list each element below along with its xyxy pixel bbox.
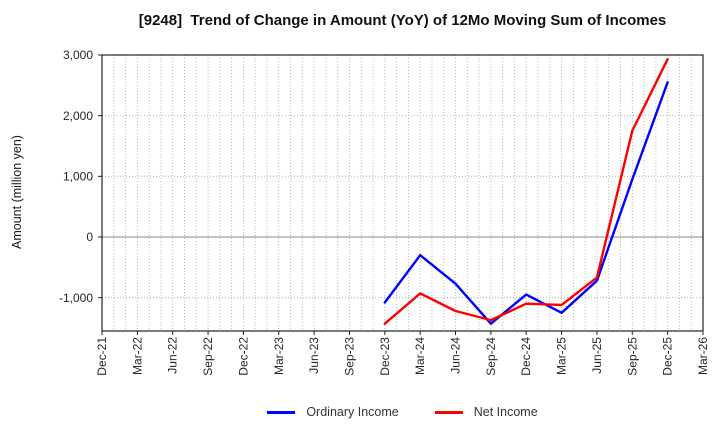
x-tick-label: Mar-25 (555, 337, 569, 375)
net-income-line-swatch-icon (434, 410, 463, 414)
net-income-line (383, 58, 669, 325)
x-tick-label: Mar-24 (413, 337, 427, 375)
x-tick-label: Sep-25 (625, 337, 639, 376)
x-tick-label: Sep-23 (342, 337, 356, 376)
x-tick-label: Dec-23 (378, 337, 392, 376)
x-tick-label: Sep-24 (484, 337, 498, 376)
legend-label-net-income: Net Income (473, 405, 538, 419)
plot-frame (101, 54, 704, 332)
y-tick-label: 1,000 (63, 170, 93, 184)
chart-title: [9248] Trend of Change in Amount (YoY) o… (138, 12, 667, 29)
x-tick-label: Sep-22 (201, 337, 215, 376)
x-tick-label: Dec-21 (95, 337, 109, 376)
x-tick-label: Jun-22 (166, 337, 180, 374)
y-tick-label: 0 (86, 230, 93, 244)
x-tick-label: Dec-22 (236, 337, 250, 376)
legend-item-ordinary-income: Ordinary Income (267, 405, 399, 419)
x-tick-label: Jun-23 (307, 337, 321, 374)
x-tick-label: Mar-23 (272, 337, 286, 375)
x-tick-label: Jun-25 (590, 337, 604, 374)
y-tick-label: -1,000 (59, 291, 93, 305)
ordinary-income-line-swatch-icon (267, 410, 296, 414)
y-tick-label: 2,000 (63, 109, 93, 123)
x-tick-label: Dec-24 (519, 337, 533, 376)
legend-item-net-income: Net Income (434, 405, 538, 419)
legend-label-ordinary-income: Ordinary Income (306, 405, 399, 419)
y-tick-label: 3,000 (63, 48, 93, 62)
x-tick-label: Mar-22 (130, 337, 144, 375)
x-tick-label: Jun-24 (449, 337, 463, 374)
x-tick-label: Mar-26 (696, 337, 710, 375)
ordinary-income-line (383, 81, 669, 325)
legend: Ordinary Income Net Income (102, 405, 703, 419)
x-tick-label: Dec-25 (661, 337, 675, 376)
